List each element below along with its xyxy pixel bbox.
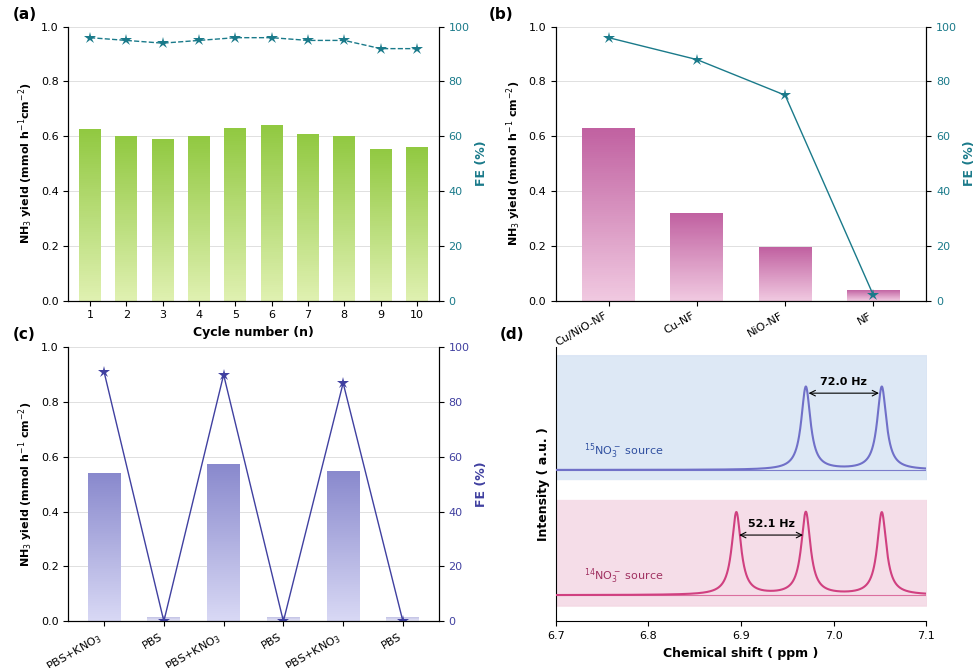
Text: 52.1 Hz: 52.1 Hz	[748, 518, 795, 528]
Y-axis label: NH$_3$ yield (mmol h$^{-1}$ cm$^{-2}$): NH$_3$ yield (mmol h$^{-1}$ cm$^{-2}$)	[17, 401, 35, 567]
Y-axis label: Intensity ( a.u. ): Intensity ( a.u. )	[537, 428, 550, 541]
Text: 72.0 Hz: 72.0 Hz	[820, 377, 867, 387]
X-axis label: Cycle number (n): Cycle number (n)	[193, 326, 314, 339]
Y-axis label: FE (%): FE (%)	[475, 462, 488, 507]
Y-axis label: NH$_3$ yield (mmol h$^{-1}$cm$^{-2}$): NH$_3$ yield (mmol h$^{-1}$cm$^{-2}$)	[17, 83, 35, 244]
Text: $^{15}$NO$_3^-$ source: $^{15}$NO$_3^-$ source	[584, 441, 663, 461]
Y-axis label: FE (%): FE (%)	[475, 141, 488, 186]
Text: (d): (d)	[500, 327, 525, 342]
Text: $^{14}$NO$_3^-$ source: $^{14}$NO$_3^-$ source	[584, 566, 663, 586]
Y-axis label: NH$_3$ yield (mmol h$^{-1}$ cm$^{-2}$): NH$_3$ yield (mmol h$^{-1}$ cm$^{-2}$)	[504, 81, 523, 246]
Text: (a): (a)	[13, 7, 37, 21]
X-axis label: Chemical shift ( ppm ): Chemical shift ( ppm )	[663, 647, 819, 659]
Y-axis label: FE (%): FE (%)	[962, 141, 975, 186]
Text: (c): (c)	[13, 327, 35, 342]
Text: (b): (b)	[489, 7, 514, 21]
